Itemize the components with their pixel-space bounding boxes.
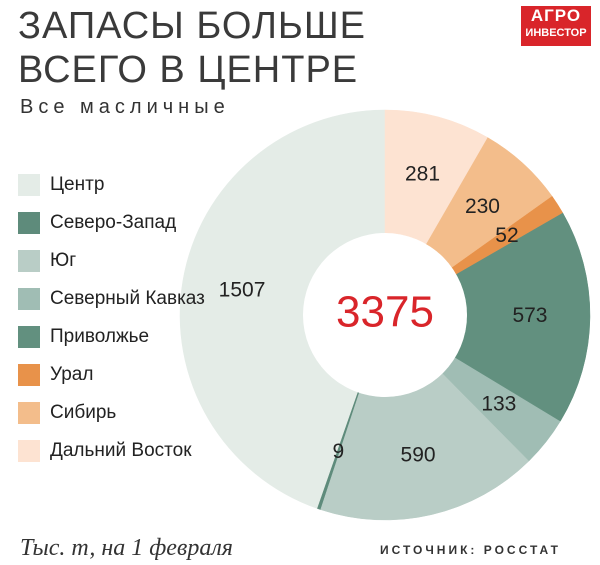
logo-bottom: ИНВЕСТОР: [525, 27, 587, 39]
data-label: 230: [465, 195, 500, 218]
subtitle: Все масличные: [20, 96, 230, 118]
total: 3375: [336, 288, 434, 337]
legend-label: Дальний Восток: [50, 440, 192, 461]
legend-label: Юг: [50, 250, 76, 271]
legend-label: Сибирь: [50, 402, 116, 423]
data-label: 281: [405, 162, 440, 185]
note: Тыс. т, на 1 февраля: [20, 535, 233, 561]
center-hole: [303, 233, 467, 397]
legend-swatch: [18, 364, 40, 386]
data-label: 590: [401, 444, 436, 467]
data-label: 133: [481, 392, 516, 415]
logo-top: АГРО: [530, 6, 582, 25]
data-label: 9: [332, 440, 344, 463]
legend-swatch: [18, 174, 40, 196]
legend-swatch: [18, 288, 40, 310]
source: ИСТОЧНИК: РОССТАТ: [380, 543, 561, 557]
legend-swatch: [18, 326, 40, 348]
legend-swatch: [18, 440, 40, 462]
title: ЗАПАСЫ БОЛЬШЕ ВСЕГО В ЦЕНТРЕ: [18, 5, 367, 91]
legend-swatch: [18, 212, 40, 234]
data-label: 52: [495, 224, 518, 247]
legend-swatch: [18, 250, 40, 272]
logo: АГРО ИНВЕСТОР: [521, 6, 591, 46]
legend-label: Урал: [50, 364, 93, 385]
legend-label: Приволжье: [50, 326, 149, 347]
legend-label: Северный Кавказ: [50, 288, 205, 309]
data-label: 1507: [219, 278, 266, 301]
legend-swatch: [18, 402, 40, 424]
legend-label: Северо-Запад: [50, 212, 176, 233]
data-label: 573: [512, 304, 547, 327]
legend-label: Центр: [50, 174, 104, 195]
chart: 1507 9 590 133 573 52 230 281 3375 Центр Северо-За…: [18, 109, 591, 521]
